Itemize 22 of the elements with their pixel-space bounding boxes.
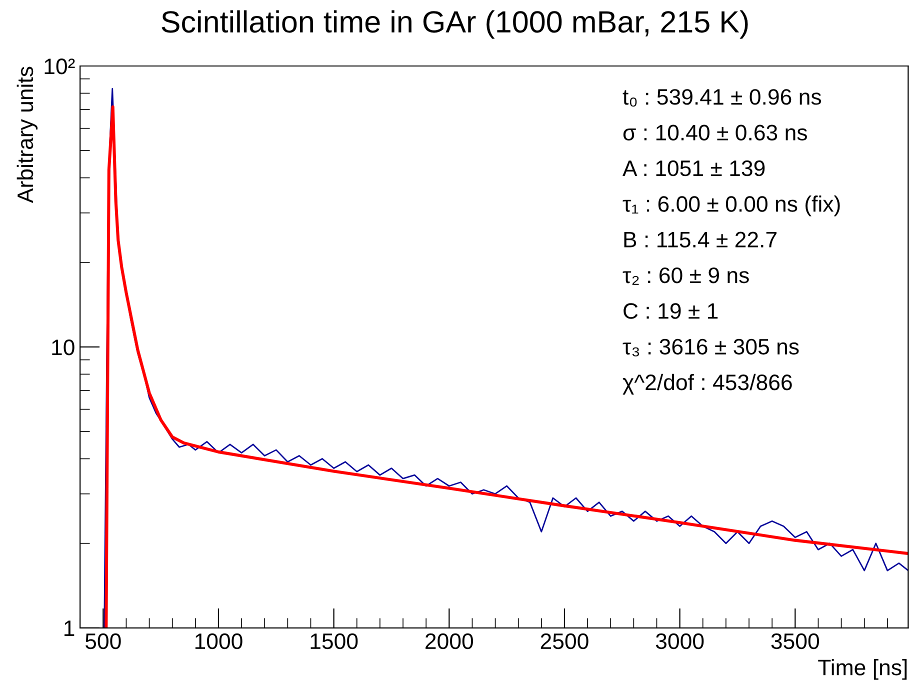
- chart-title: Scintillation time in GAr (1000 mBar, 215 K): [162, 10, 748, 39]
- annotation: τ₁ : 6.00 ± 0.00 ns (fix): [622, 196, 840, 216]
- y-tick-label: 10²: [44, 58, 75, 74]
- annotation: σ : 10.40 ± 0.63 ns: [623, 124, 807, 140]
- x-tick-label: 1000: [195, 633, 242, 650]
- annotation: C : 19 ± 1: [624, 303, 718, 319]
- x-tick-label: 3500: [771, 633, 820, 650]
- annotation: τ₂ : 60 ± 9 ns: [622, 267, 749, 285]
- annotation: χ^2/dof : 453/866: [622, 374, 792, 395]
- x-axis-title: Time [ns]: [818, 659, 907, 680]
- x-tick-label: 1500: [310, 633, 358, 650]
- y-tick-label: 1: [64, 620, 74, 636]
- annotation: τ₃ : 3616 ± 305 ns: [622, 338, 799, 356]
- x-tick-label: 500: [86, 633, 121, 650]
- x-tick-label: 2000: [426, 633, 473, 650]
- annotation: B : 115.4 ± 22.7: [624, 232, 776, 248]
- x-tick-label: 3000: [656, 633, 704, 650]
- y-tick-label: 10: [52, 339, 74, 356]
- x-tick-label: 2500: [540, 633, 588, 650]
- annotation: A : 1051 ± 139: [622, 160, 765, 176]
- annotation: t₀ : 539.41 ± 0.96 ns: [622, 89, 822, 107]
- y-axis-title: Arbitrary units: [16, 66, 38, 204]
